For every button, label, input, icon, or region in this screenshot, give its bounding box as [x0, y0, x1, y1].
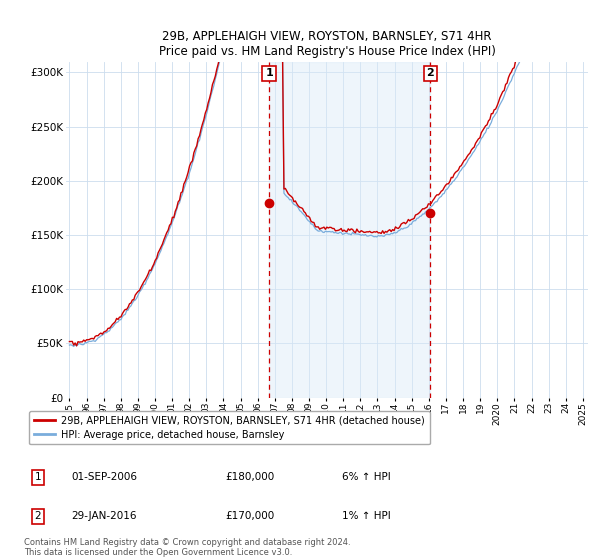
- Bar: [269, 62, 430, 398]
- Text: 2: 2: [35, 511, 41, 521]
- Text: 6% ↑ HPI: 6% ↑ HPI: [342, 472, 391, 482]
- Text: 2: 2: [427, 68, 434, 78]
- Text: £180,000: £180,000: [225, 472, 274, 482]
- Text: Contains HM Land Registry data © Crown copyright and database right 2024.
This d: Contains HM Land Registry data © Crown c…: [24, 538, 350, 557]
- Title: 29B, APPLEHAIGH VIEW, ROYSTON, BARNSLEY, S71 4HR
Price paid vs. HM Land Registry: 29B, APPLEHAIGH VIEW, ROYSTON, BARNSLEY,…: [158, 30, 496, 58]
- Legend: 29B, APPLEHAIGH VIEW, ROYSTON, BARNSLEY, S71 4HR (detached house), HPI: Average : 29B, APPLEHAIGH VIEW, ROYSTON, BARNSLEY,…: [29, 411, 430, 445]
- Text: £170,000: £170,000: [225, 511, 274, 521]
- Text: 1: 1: [35, 472, 41, 482]
- Text: 1% ↑ HPI: 1% ↑ HPI: [342, 511, 391, 521]
- Text: 01-SEP-2006: 01-SEP-2006: [71, 472, 137, 482]
- Text: 29-JAN-2016: 29-JAN-2016: [71, 511, 137, 521]
- Text: 1: 1: [265, 68, 273, 78]
